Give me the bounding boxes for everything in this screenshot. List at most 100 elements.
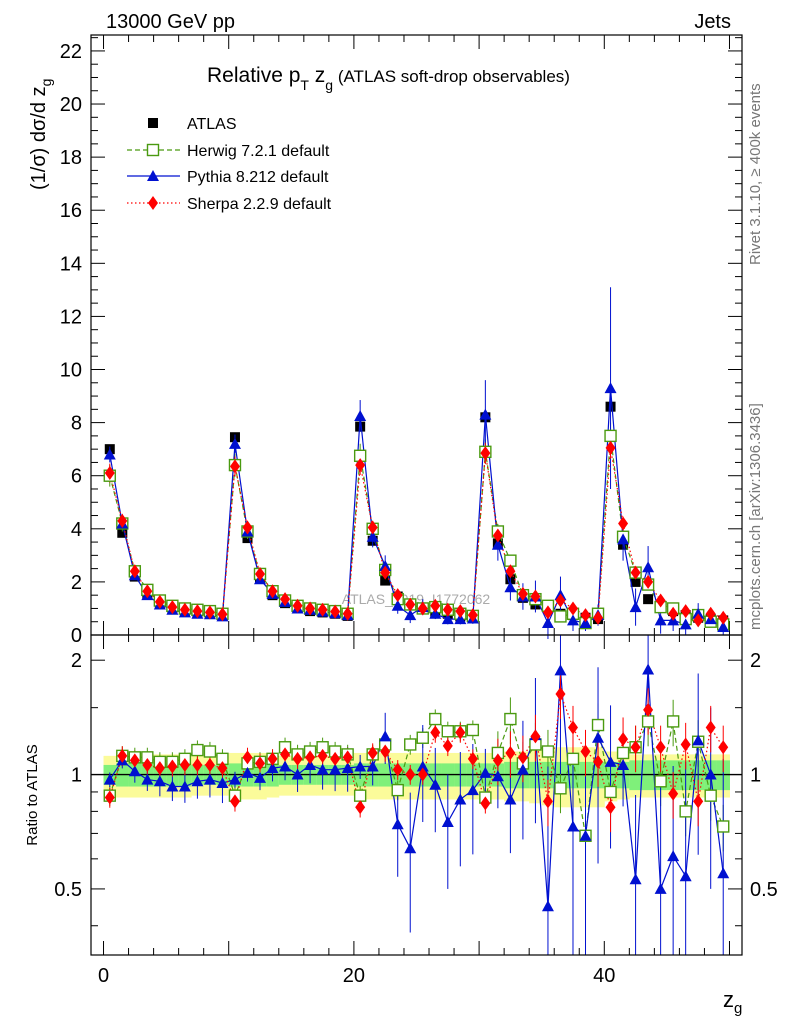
main-y-axis: 0 2 4 6 8 10 12 14 16 18 20 22 <box>60 37 742 647</box>
main-point-sherpa <box>680 604 691 619</box>
ratio-point-sherpa <box>129 753 140 768</box>
ratio-point-herwig <box>504 712 517 726</box>
ratio-x-axis-label: zg <box>723 987 742 1017</box>
main-y-tick-label: 4 <box>71 519 82 541</box>
legend-marker-pythia <box>147 170 159 181</box>
ratio-point-herwig <box>641 715 655 728</box>
main-point-sherpa <box>417 601 428 616</box>
ratio-point-pythia <box>579 829 592 841</box>
ratio-point-pythia <box>629 873 642 885</box>
ratio-point-herwig <box>353 789 367 802</box>
main-y-axis-label-sub: g <box>38 79 54 87</box>
ratio-point-herwig <box>429 712 442 726</box>
main-point-sherpa <box>117 513 128 528</box>
ratio-point-pythia <box>141 773 154 785</box>
main-point-pythia <box>441 613 454 625</box>
main-point-sherpa <box>280 592 291 607</box>
ratio-point-sherpa <box>530 729 541 744</box>
ratio-point-sherpa <box>280 747 291 762</box>
ratio-point-pythia <box>592 731 605 743</box>
main-point-pythia <box>228 437 241 449</box>
main-point-pythia <box>629 601 642 613</box>
ratio-point-herwig <box>466 723 480 737</box>
ratio-point-sherpa <box>580 744 591 759</box>
ratio-point-pythia <box>103 773 116 785</box>
ratio-point-pythia <box>429 778 442 790</box>
main-point-sherpa <box>167 600 178 615</box>
main-point-sherpa <box>693 613 704 628</box>
ratio-panel-frame <box>90 634 743 956</box>
ratio-y-axis: 0.5 0.5 1 1 2 2 <box>54 650 778 927</box>
ratio-x-axis-label-sub: g <box>734 1000 742 1017</box>
ratio-point-pythia <box>203 773 216 785</box>
main-y-tick-label: 12 <box>60 306 82 328</box>
ratio-point-sherpa <box>705 720 716 735</box>
ratio-point-sherpa <box>179 757 190 772</box>
ratio-point-pythia <box>717 867 730 879</box>
ratio-point-sherpa <box>380 744 391 759</box>
ratio-point-herwig <box>404 738 417 751</box>
ratio-point-sherpa <box>405 767 416 782</box>
main-point-sherpa <box>217 607 228 622</box>
ratio-point-sherpa <box>630 740 641 755</box>
chart-title-sub-t: T <box>300 77 309 93</box>
ratio-point-herwig <box>203 745 217 758</box>
ratio-point-pythia <box>391 818 404 830</box>
ratio-point-pythia <box>216 777 229 789</box>
ratio-panel: 0.5 0.5 1 1 2 2 0 20 40 Ratio to ATLAS zg <box>24 634 778 1017</box>
ratio-point-sherpa <box>229 794 240 809</box>
ratio-y-tick-label: 0.5 <box>54 879 82 901</box>
main-y-tick-label: 16 <box>60 200 82 222</box>
ratio-point-sherpa <box>492 753 503 768</box>
ratio-point-sherpa <box>192 757 203 772</box>
main-point-sherpa <box>430 598 441 613</box>
ratio-y-tick-label-right: 2 <box>750 650 761 672</box>
ratio-point-sherpa <box>242 750 253 765</box>
ratio-point-sherpa <box>442 738 453 753</box>
main-y-tick-label: 10 <box>60 360 82 382</box>
main-y-axis-label: (1/σ) dσ/d zg <box>28 79 54 190</box>
ratio-point-sherpa <box>517 750 528 765</box>
ratio-band-inner <box>629 760 643 791</box>
ratio-point-sherpa <box>655 740 666 755</box>
ratio-x-axis: 0 20 40 <box>98 635 730 987</box>
main-point-sherpa <box>229 459 240 474</box>
ratio-point-pythia <box>654 882 667 894</box>
ratio-point-herwig <box>441 725 454 738</box>
main-y-tick-label: 18 <box>60 147 82 169</box>
main-point-pythia <box>429 607 442 619</box>
main-point-pythia <box>566 614 579 626</box>
ratio-point-sherpa <box>618 732 629 747</box>
main-y-tick-label: 22 <box>60 41 82 63</box>
ratio-point-pythia <box>679 870 692 882</box>
main-point-sherpa <box>530 589 541 604</box>
main-y-tick-label: 20 <box>60 94 82 116</box>
main-y-axis-label-main: (1/σ) dσ/d z <box>28 86 50 190</box>
ratio-x-tick-label: 0 <box>98 965 109 987</box>
ratio-point-sherpa <box>480 796 491 811</box>
ratio-point-sherpa <box>267 751 278 766</box>
main-point-atlas <box>643 594 654 605</box>
ratio-point-pythia <box>566 820 579 832</box>
main-point-sherpa <box>593 610 604 625</box>
ratio-point-sherpa <box>593 754 604 769</box>
ratio-point-pythia <box>454 793 467 805</box>
main-point-sherpa <box>204 605 215 620</box>
ratio-point-sherpa <box>117 748 128 763</box>
main-point-sherpa <box>505 564 516 579</box>
ratio-point-sherpa <box>567 720 578 735</box>
ratio-point-sherpa <box>355 800 366 815</box>
ratio-point-pythia <box>404 842 417 854</box>
ratio-point-pythia <box>704 768 717 780</box>
main-point-sherpa <box>567 601 578 616</box>
main-point-sherpa <box>292 598 303 613</box>
main-point-sherpa <box>380 565 391 580</box>
main-point-pythia <box>604 382 617 394</box>
chart-title-sub-g: g <box>325 77 333 93</box>
ratio-point-sherpa <box>680 737 691 752</box>
ratio-point-sherpa <box>605 800 616 815</box>
main-y-tick-label: 0 <box>71 625 82 647</box>
main-y-tick-label: 6 <box>71 466 82 488</box>
ratio-point-pythia <box>366 760 379 772</box>
